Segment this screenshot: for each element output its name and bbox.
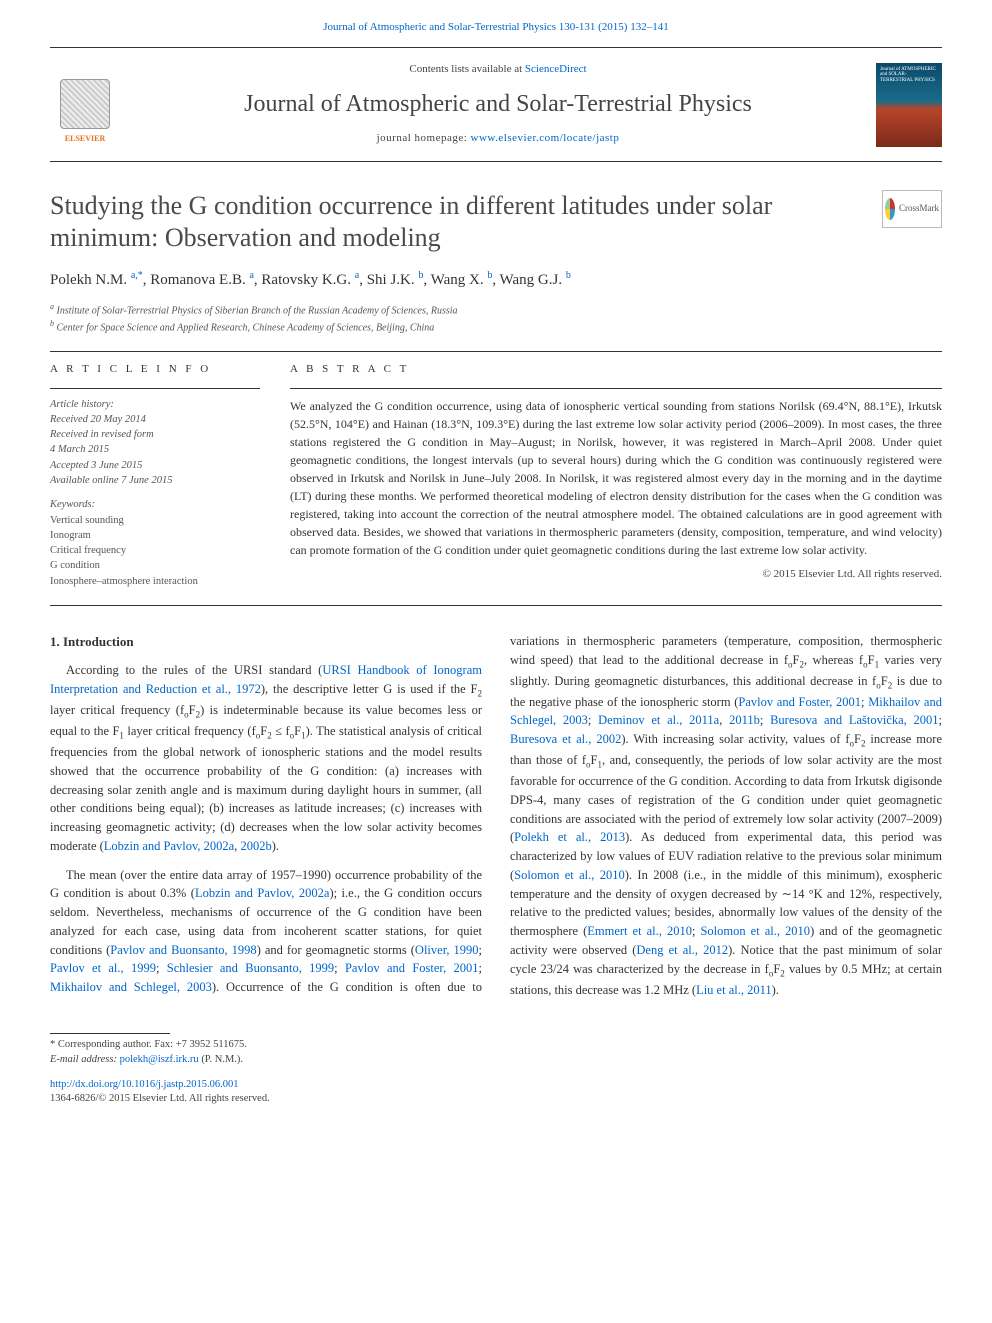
history-accepted: Accepted 3 June 2015 [50,458,260,473]
issn-copyright: 1364-6826/© 2015 Elsevier Ltd. All right… [50,1092,942,1107]
elsevier-tree-icon [60,79,110,129]
journal-cover-thumb[interactable]: Journal of ATMOSPHERIC and SOLAR-TERREST… [876,63,942,147]
sciencedirect-link[interactable]: ScienceDirect [525,63,587,75]
rule-above-info [50,351,942,352]
cite-deng-2012[interactable]: Deng et al., 2012 [636,943,728,957]
rule-info [50,388,260,389]
affiliation-a: a Institute of Solar-Terrestrial Physics… [50,301,942,318]
cite-schlesier[interactable]: Schlesier and Buonsanto, [167,961,302,975]
affil-sup-b: b [50,319,54,328]
doi-link[interactable]: http://dx.doi.org/10.1016/j.jastp.2015.0… [50,1079,239,1090]
contents-line: Contents lists available at ScienceDirec… [134,62,862,77]
keyword-item: Critical frequency [50,543,260,558]
email-line: E-mail address: polekh@iszf.irk.ru (P. N… [50,1053,942,1068]
rule-abstract [290,388,942,389]
affiliations: a Institute of Solar-Terrestrial Physics… [50,301,942,336]
article-history: Article history: Received 20 May 2014 Re… [50,397,260,488]
abstract-head: A B S T R A C T [290,362,942,377]
cite-lobzin-2002b[interactable]: 2002b [240,839,271,853]
section-1-heading: 1. Introduction [50,632,482,652]
elsevier-logo[interactable]: ELSEVIER [50,65,120,145]
cite-solomon-2010[interactable]: Solomon et al., 2010 [514,868,625,882]
history-label: Article history: [50,397,260,412]
email-link[interactable]: polekh@iszf.irk.ru [120,1054,199,1065]
history-received: Received 20 May 2014 [50,412,260,427]
homepage-link[interactable]: www.elsevier.com/locate/jastp [471,132,620,144]
crossmark-label: CrossMark [899,202,939,215]
rule-masthead-bottom [50,161,942,162]
homepage-line: journal homepage: www.elsevier.com/locat… [134,131,862,146]
keyword-item: Ionogram [50,528,260,543]
history-revised-2: 4 March 2015 [50,442,260,457]
cite-deminov-2011a[interactable]: Deminov et al., 2011a [598,713,719,727]
corresponding-author: * Corresponding author. Fax: +7 3952 511… [50,1038,942,1053]
affil-text-b: Center for Space Science and Applied Res… [57,322,435,333]
crossmark-icon [885,198,895,220]
body-columns: 1. Introduction According to the rules o… [50,632,942,1003]
authors-line: Polekh N.M. a,*, Romanova E.B. a, Ratovs… [50,269,942,291]
cite-polekh-2013[interactable]: Polekh et al., 2013 [514,830,625,844]
footer-rule [50,1033,170,1034]
cite-pavlov-1999[interactable]: Pavlov et al., 1999 [50,961,156,975]
keyword-item: G condition [50,558,260,573]
history-revised-1: Received in revised form [50,427,260,442]
affiliation-b: b Center for Space Science and Applied R… [50,318,942,335]
article-title: Studying the G condition occurrence in d… [50,190,870,255]
cite-pavlov-foster-2001[interactable]: Pavlov and Foster, 2001 [345,961,479,975]
keyword-item: Ionosphere–atmosphere interaction [50,574,260,589]
contents-prefix: Contents lists available at [409,63,524,75]
email-suffix: (P. N.M.). [201,1054,243,1065]
running-head: Journal of Atmospheric and Solar-Terrest… [50,20,942,35]
abstract-copyright: © 2015 Elsevier Ltd. All rights reserved… [290,567,942,582]
cite-solomon-2010-2[interactable]: Solomon et al., 2010 [700,924,810,938]
homepage-prefix: journal homepage: [377,132,471,144]
affil-sup-a: a [50,302,54,311]
cite-deminov-2011b[interactable]: 2011b [729,713,760,727]
cite-lobzin-2002a[interactable]: Lobzin and Pavlov, 2002a [104,839,234,853]
running-head-journal-link[interactable]: Journal of Atmospheric and Solar-Terrest… [323,21,556,33]
cite-mikhailov-2003[interactable]: Mikhailov and Schlegel, 2003 [50,980,212,994]
rule-below-abstract [50,605,942,606]
journal-name: Journal of Atmospheric and Solar-Terrest… [134,88,862,122]
history-online: Available online 7 June 2015 [50,473,260,488]
keywords-list: Vertical soundingIonogramCritical freque… [50,513,260,589]
cite-oliver-1990[interactable]: Oliver, 1990 [415,943,479,957]
cite-emmert-2010[interactable]: Emmert et al., 2010 [587,924,692,938]
cite-lobzin-2002a-2[interactable]: Lobzin and Pavlov, 2002a [195,886,329,900]
cite-1999[interactable]: 1999 [309,961,334,975]
keyword-item: Vertical sounding [50,513,260,528]
footer: * Corresponding author. Fax: +7 3952 511… [50,1033,942,1107]
cite-liu-2011[interactable]: Liu et al., 2011 [696,983,772,997]
cite-pavlov-1998[interactable]: Pavlov and Buonsanto, 1998 [110,943,256,957]
cover-text: Journal of ATMOSPHERIC and SOLAR-TERREST… [880,67,936,83]
rule-top [50,47,942,48]
crossmark-badge[interactable]: CrossMark [882,190,942,228]
article-info-head: A R T I C L E I N F O [50,362,260,377]
abstract-text: We analyzed the G condition occurrence, … [290,397,942,559]
intro-para-1: According to the rules of the URSI stand… [50,661,482,855]
cite-buresova-2001[interactable]: Buresova and Laštovička, 2001 [770,713,938,727]
affil-text-a: Institute of Solar-Terrestrial Physics o… [57,305,458,316]
email-label: E-mail address: [50,1054,120,1065]
cite-pavlov-foster-2001-2[interactable]: Pavlov and Foster, 2001 [738,695,861,709]
running-head-issue: 130-131 (2015) 132–141 [559,21,669,33]
keywords-label: Keywords: [50,498,260,513]
masthead: ELSEVIER Contents lists available at Sci… [50,56,942,152]
elsevier-label: ELSEVIER [65,133,105,144]
cite-buresova-2002[interactable]: Buresova et al., 2002 [510,732,621,746]
